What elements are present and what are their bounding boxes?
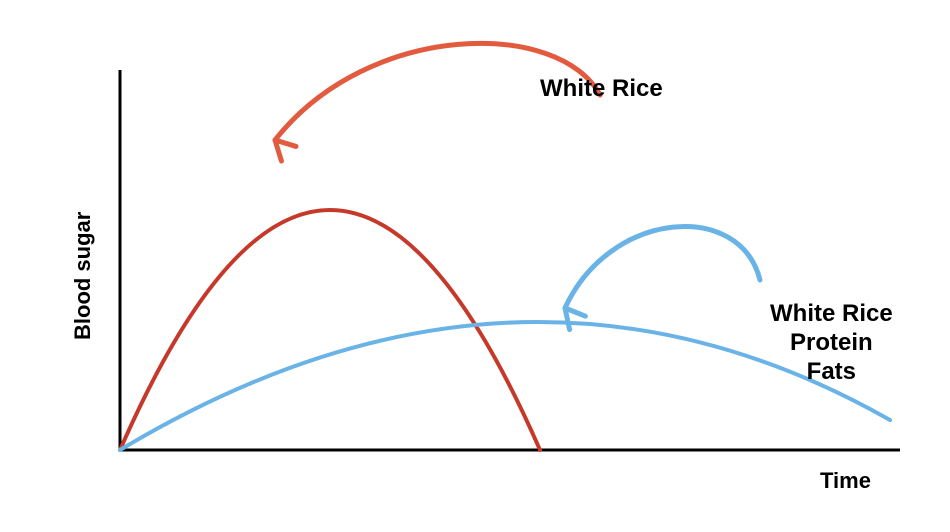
label-rice-protein-fats: White Rice Protein Fats (770, 300, 893, 386)
y-axis-label: Blood sugar (70, 212, 96, 340)
label-rice: White Rice (540, 75, 663, 104)
x-axis-label: Time (820, 468, 871, 494)
callout-arrow-rice-protein-fats (565, 226, 760, 329)
chart-svg (0, 0, 950, 532)
chart-stage: Blood sugar Time White Rice White Rice P… (0, 0, 950, 532)
